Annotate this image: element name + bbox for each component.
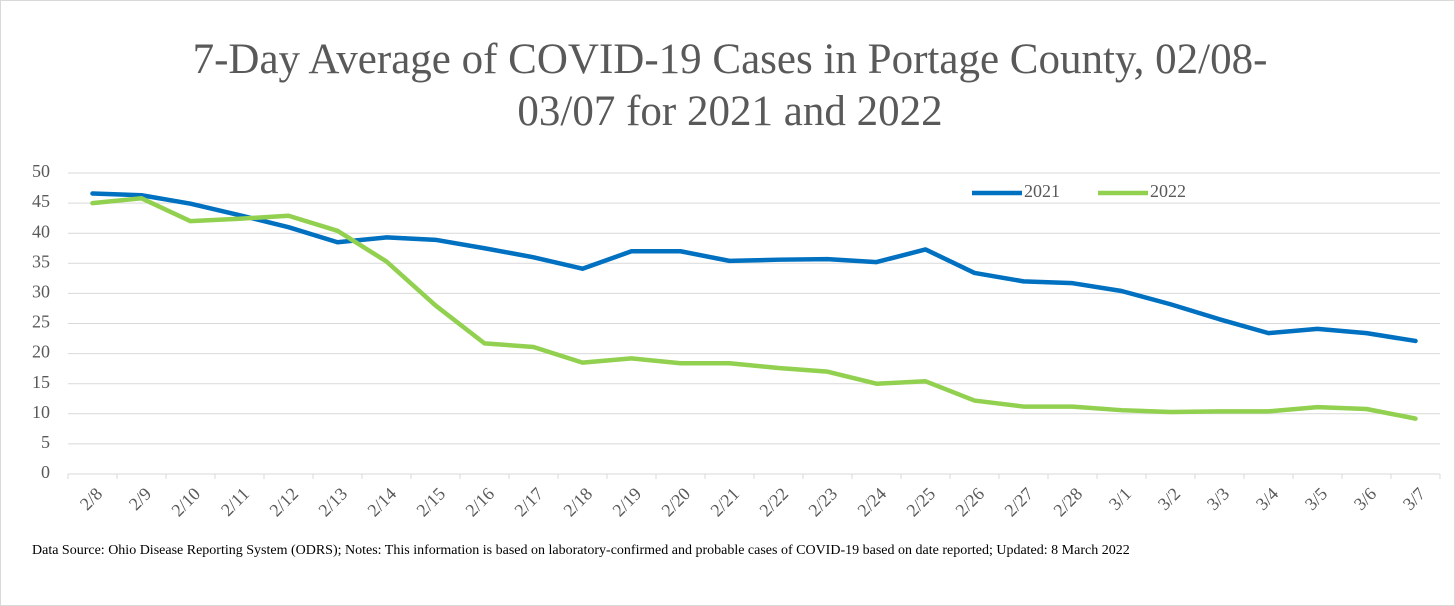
y-tick-label: 50: [32, 161, 50, 181]
x-tick-label: 2/27: [1000, 484, 1037, 521]
x-tick-label: 2/28: [1049, 484, 1086, 521]
y-tick-label: 40: [32, 221, 50, 241]
series-line: [90, 191, 1418, 344]
x-tick-label: 3/2: [1154, 484, 1184, 514]
x-tick-label: 2/24: [853, 484, 890, 521]
y-tick-label: 25: [32, 312, 50, 332]
x-tick-label: 2/12: [265, 484, 302, 521]
x-tick-label: 2/11: [217, 484, 253, 520]
footnote: Data Source: Ohio Disease Reporting Syst…: [32, 543, 1130, 558]
x-tick-label: 3/5: [1301, 484, 1331, 514]
x-tick-label: 2/10: [167, 484, 204, 521]
y-tick-label: 10: [32, 402, 50, 422]
x-tick-label: 2/15: [412, 484, 449, 521]
x-tick-label: 2/17: [510, 484, 547, 521]
x-tick-label: 3/3: [1203, 484, 1233, 514]
x-tick-label: 3/4: [1252, 484, 1282, 514]
x-tick-label: 3/7: [1399, 484, 1429, 514]
x-tick-label: 2/19: [608, 484, 645, 521]
x-tick-label: 2/20: [657, 484, 694, 521]
legend-label: 2021: [1024, 181, 1060, 201]
x-tick-label: 2/21: [706, 484, 743, 521]
x-tick-label: 2/16: [461, 484, 498, 521]
y-tick-label: 30: [32, 282, 50, 302]
y-tick-label: 15: [32, 372, 50, 392]
y-tick-label: 35: [32, 251, 50, 271]
x-tick-label: 2/26: [951, 484, 988, 521]
y-tick-label: 5: [41, 432, 50, 452]
x-tick-label: 2/13: [314, 484, 351, 521]
x-tick-label: 3/6: [1350, 484, 1380, 514]
x-tick-label: 2/14: [363, 484, 400, 521]
x-tick-label: 2/9: [125, 484, 155, 514]
legend-label: 2022: [1150, 181, 1186, 201]
chart-title: 7-Day Average of COVID-19 Cases in Porta…: [192, 36, 1268, 135]
x-tick-label: 2/22: [755, 484, 792, 521]
y-tick-label: 0: [41, 462, 50, 482]
x-tick-label: 3/1: [1105, 484, 1135, 514]
series-line: [90, 196, 1418, 421]
y-tick-label: 45: [32, 191, 50, 211]
x-tick-label: 2/23: [804, 484, 841, 521]
y-tick-label: 20: [32, 342, 50, 362]
x-tick-label: 2/25: [902, 484, 939, 521]
x-tick-label: 2/18: [559, 484, 596, 521]
x-tick-label: 2/8: [76, 484, 106, 514]
